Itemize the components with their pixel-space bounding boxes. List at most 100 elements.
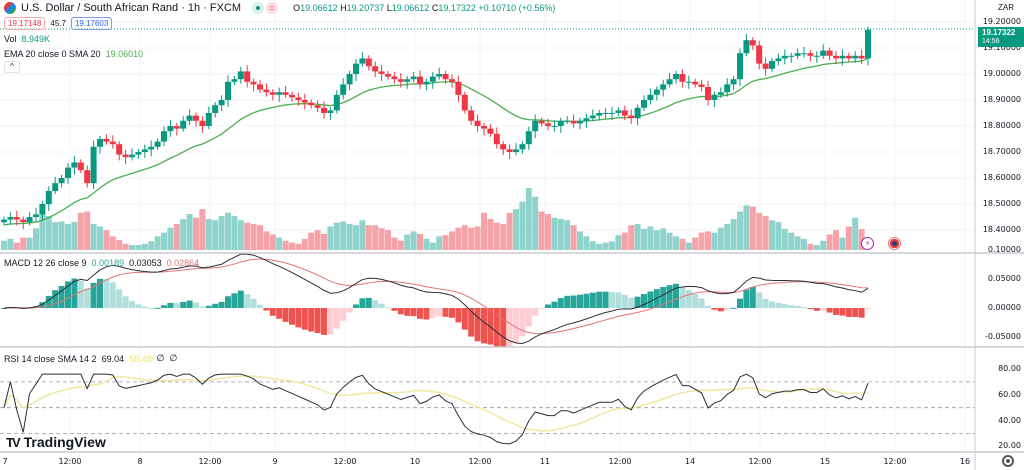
macd-histogram-bar bbox=[71, 278, 78, 308]
candle-body bbox=[609, 113, 615, 114]
volume-bar bbox=[762, 215, 769, 250]
macd-histogram-bar bbox=[1, 308, 7, 309]
candle-body bbox=[474, 120, 481, 126]
macd-tick-label: 0.00000 bbox=[987, 303, 1021, 312]
collapse-legend-button[interactable]: ^ bbox=[4, 61, 20, 73]
price-tick-label: 19.00000 bbox=[982, 69, 1021, 78]
market-status[interactable]: = bbox=[252, 2, 279, 14]
time-tick-label: 12:00 bbox=[883, 457, 907, 466]
macd-legend[interactable]: MACD 12 26 close 9 0.00189 0.03053 0.028… bbox=[4, 258, 200, 268]
candle-body bbox=[513, 149, 519, 152]
macd-histogram-bar bbox=[237, 290, 244, 308]
price-tick-label: 18.50000 bbox=[982, 199, 1021, 208]
volume-bar bbox=[417, 233, 423, 250]
volume-bar bbox=[199, 209, 206, 250]
candle-body bbox=[705, 87, 711, 100]
macd-histogram-bar bbox=[801, 306, 807, 308]
candle-body bbox=[90, 146, 97, 184]
volume-bar bbox=[33, 228, 39, 250]
volume-bar bbox=[231, 215, 238, 250]
volume-bar bbox=[436, 236, 443, 250]
macd-histogram-bar bbox=[647, 291, 654, 308]
candle-body bbox=[545, 123, 551, 126]
candle-body bbox=[263, 89, 270, 93]
volume-bar bbox=[167, 227, 174, 250]
macd-histogram-bar bbox=[282, 308, 289, 322]
macd-histogram-bar bbox=[269, 308, 276, 316]
candle-body bbox=[257, 84, 263, 90]
candle-body bbox=[743, 40, 750, 54]
macd-histogram-bar bbox=[839, 308, 846, 316]
volume-bar bbox=[45, 215, 52, 250]
volume-legend[interactable]: Vol 8.949K bbox=[4, 34, 51, 44]
volume-bar bbox=[705, 231, 711, 250]
macd-histogram-bar bbox=[493, 308, 500, 347]
volume-bar bbox=[135, 245, 142, 250]
volume-bar bbox=[602, 242, 609, 250]
candle-body bbox=[615, 110, 622, 113]
volume-bar bbox=[506, 212, 513, 250]
macd-histogram-bar bbox=[250, 298, 257, 308]
volume-bar bbox=[589, 241, 596, 250]
macd-histogram-bar bbox=[826, 308, 833, 313]
time-tick-label: 12:00 bbox=[198, 457, 222, 466]
volume-bar bbox=[743, 205, 750, 250]
macd-histogram-bar bbox=[775, 302, 782, 308]
rsi-legend[interactable]: RSI 14 close SMA 14 2 69.04 58.48 ∅ ∅ bbox=[4, 353, 178, 364]
candle-body bbox=[199, 120, 206, 126]
volume-bar bbox=[692, 237, 699, 250]
candle-body bbox=[801, 53, 807, 55]
price-tick-label: 18.90000 bbox=[982, 95, 1021, 104]
macd-tick-label: 0.10000 bbox=[987, 245, 1021, 254]
macd-histogram-bar bbox=[340, 308, 347, 321]
macd-histogram-bar bbox=[705, 306, 711, 308]
macd-histogram-bar bbox=[577, 294, 583, 308]
volume-bars bbox=[1, 188, 865, 250]
volume-bar bbox=[756, 212, 763, 250]
sell-button[interactable]: 19.17148 bbox=[4, 17, 46, 30]
tradingview-logo[interactable]: TV TradingView bbox=[6, 434, 106, 450]
macd-histogram-bar bbox=[186, 300, 193, 308]
candle-body bbox=[820, 50, 827, 56]
us-flag-event-icon[interactable] bbox=[888, 237, 901, 250]
candle-body bbox=[781, 55, 788, 59]
macd-histogram-bar bbox=[58, 285, 65, 308]
volume-bar bbox=[468, 227, 475, 250]
macd-histogram-bar bbox=[711, 308, 718, 310]
candle-body bbox=[314, 105, 321, 108]
volume-bar bbox=[647, 226, 654, 250]
candle-body bbox=[551, 126, 558, 127]
price-tick-label: 19.20000 bbox=[982, 17, 1021, 26]
volume-bar bbox=[122, 243, 129, 250]
volume-bar bbox=[551, 217, 558, 250]
currency-selector[interactable]: ZAR bbox=[998, 3, 1014, 12]
macd-tick-label: -0.05000 bbox=[985, 332, 1021, 341]
candle-body bbox=[717, 92, 724, 95]
price-tick-label: 18.40000 bbox=[982, 225, 1021, 234]
volume-bar bbox=[26, 237, 33, 250]
settings-gear-icon[interactable] bbox=[1002, 455, 1014, 467]
macd-histogram-bar bbox=[762, 298, 769, 308]
volume-bar bbox=[660, 228, 667, 250]
candle-body bbox=[135, 152, 142, 155]
candle-body bbox=[481, 126, 487, 129]
macd-histogram-bar bbox=[673, 283, 679, 308]
candle-body bbox=[321, 107, 327, 113]
ema-legend[interactable]: EMA 20 close 0 SMA 20 19.06010 bbox=[4, 49, 144, 59]
current-price-tag: 19.17322 14:56 bbox=[978, 27, 1024, 47]
macd-histogram-bar bbox=[455, 308, 462, 323]
volume-bar bbox=[365, 225, 372, 250]
symbol-title[interactable]: U.S. Dollar / South African Rand · 1h · … bbox=[21, 2, 242, 14]
candle-body bbox=[769, 61, 775, 69]
volume-bar bbox=[289, 242, 295, 250]
macd-line bbox=[3, 253, 869, 344]
volume-bar bbox=[327, 226, 334, 250]
macd-histogram-bar bbox=[468, 308, 475, 337]
macd-histogram-bar bbox=[596, 291, 603, 308]
candle-body bbox=[148, 146, 155, 150]
candle-body bbox=[698, 84, 705, 87]
lightning-event-icon[interactable]: ⚡ bbox=[861, 237, 874, 250]
buy-button[interactable]: 19.17603 bbox=[70, 17, 113, 30]
